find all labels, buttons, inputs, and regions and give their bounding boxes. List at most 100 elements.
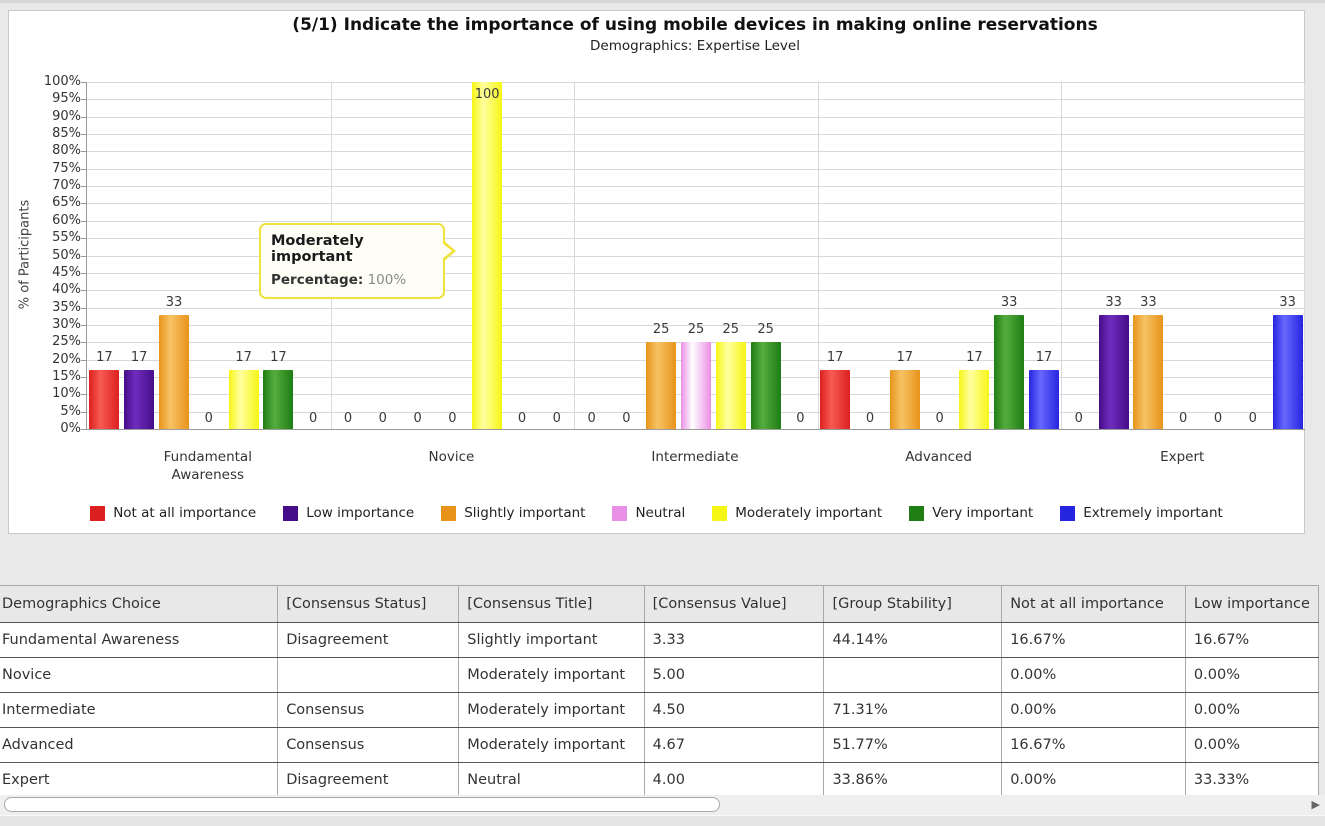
bar[interactable] [820,370,851,429]
table-row: Fundamental Awareness Disagreement Slightl… [0,622,1320,658]
bar-value-label: 17 [1035,350,1053,366]
table-header-cell: [Consensus Value] [644,585,825,623]
y-axis-tick [81,220,86,222]
y-axis-tick [81,359,86,361]
bar[interactable] [1098,314,1129,429]
y-axis-tick [81,82,86,83]
bar[interactable] [750,342,781,429]
gridline [87,220,1305,222]
slightly-important-swatch-icon [441,505,457,521]
bar-value-label: 0 [343,411,353,426]
y-tick-label: 55% [52,230,81,246]
y-axis-tick [81,99,86,101]
bar-value-label: 17 [896,350,914,366]
table-cell: Expert [0,762,279,798]
not-at-all-importance-swatch-icon [90,505,106,521]
table-header-row: Demographics Choice [Consensus Status] [Co… [0,585,1320,623]
bar-value-label: 17 [826,350,844,366]
bar-value-label: 0 [552,411,561,426]
table-cell: Fundamental Awareness [0,622,279,658]
legend-item: Moderately important [712,505,882,521]
consensus-table-body: Fundamental Awareness Disagreement Slightl… [0,622,1320,798]
bar-value-label: 33 [1140,294,1157,310]
bar[interactable] [994,314,1025,429]
gridline [87,272,1305,274]
bar[interactable] [124,370,155,429]
scrollbar-thumb[interactable] [4,797,720,812]
legend-label: Low importance [306,505,415,521]
gridline [1061,82,1063,429]
table-cell: 16.67% [1001,727,1186,763]
table-cell: Intermediate [0,692,279,728]
bar-value-label: 17 [966,350,983,366]
bar[interactable] [959,370,990,429]
bar[interactable] [263,370,294,429]
y-tick-label: 80% [52,143,81,159]
bar-value-label: 0 [622,411,631,426]
bar-value-label: 25 [687,322,705,338]
gridline [87,238,1305,240]
bar-value-label: 17 [270,350,287,366]
bar[interactable] [715,342,746,429]
bar-value-label: 17 [235,350,252,366]
table-cell: 4.67 [644,727,825,763]
bar-value-label: 0 [448,411,457,426]
bar[interactable] [1029,370,1059,429]
gridline [87,255,1305,257]
very-important-swatch-icon [909,505,925,521]
table-cell: Novice [0,657,279,693]
legend-item: Extremely important [1060,505,1223,521]
bar[interactable] [89,370,120,429]
table-cell: Advanced [0,727,279,763]
category-label: Expert [1160,449,1205,465]
bar[interactable] [228,370,259,429]
bar[interactable] [1133,314,1164,429]
bar[interactable] [889,370,920,429]
horizontal-scrollbar[interactable]: ▶ [0,795,1325,815]
chart-panel: (5/1) Indicate the importance of using m… [8,10,1305,534]
category-label: Advanced [905,449,972,465]
gridline [574,82,576,429]
moderately-important-swatch-icon [712,505,728,521]
bar-value-label: 25 [757,322,774,338]
table-cell: 0.00% [1001,692,1186,728]
consensus-table: Demographics Choice [Consensus Status] [Co… [0,585,1320,798]
bar-value-label: 17 [130,350,148,366]
table-header-cell: Demographics Choice [0,585,279,623]
y-tick-label: 20% [52,351,81,367]
legend-label: Moderately important [735,505,883,521]
table-cell: 16.67% [1001,622,1186,658]
y-tick-label: 100% [43,74,81,89]
y-tick-label: 85% [52,126,81,142]
bar[interactable] [472,82,503,429]
gridline [87,99,1305,101]
table-cell: Moderately important [458,657,645,693]
bar[interactable] [1272,314,1303,429]
y-tick-label: 0% [60,421,81,436]
y-axis-tick [81,238,86,240]
bar[interactable] [159,314,189,429]
gridline [87,134,1305,136]
table-cell: Consensus [277,692,460,728]
y-axis-tick [81,134,86,136]
bar[interactable] [646,342,677,429]
bar-value-label: 0 [935,411,944,426]
table-cell: Disagreement [277,622,460,658]
tooltip-percentage-value-text: 100% [367,272,407,288]
table-cell: 5.00 [644,657,825,693]
scroll-right-arrow-icon[interactable]: ▶ [1311,798,1320,811]
consensus-table-head: Demographics Choice [Consensus Status] [Co… [0,585,1320,623]
bar[interactable] [681,342,711,429]
table-cell: Neutral [458,762,645,798]
y-tick-label: 25% [52,334,81,350]
y-axis-tick [81,151,86,153]
table-header-cell: Not at all importance [1001,585,1186,623]
table-header-cell: Low importance [1185,585,1320,623]
legend-label: Not at all importance [113,505,257,521]
y-tick-label: 40% [52,282,81,298]
table-cell: Consensus [277,727,460,763]
y-tick-label: 90% [52,108,81,124]
bar-value-label: 0 [1074,411,1083,426]
table-cell [277,657,460,693]
gridline [817,82,819,429]
